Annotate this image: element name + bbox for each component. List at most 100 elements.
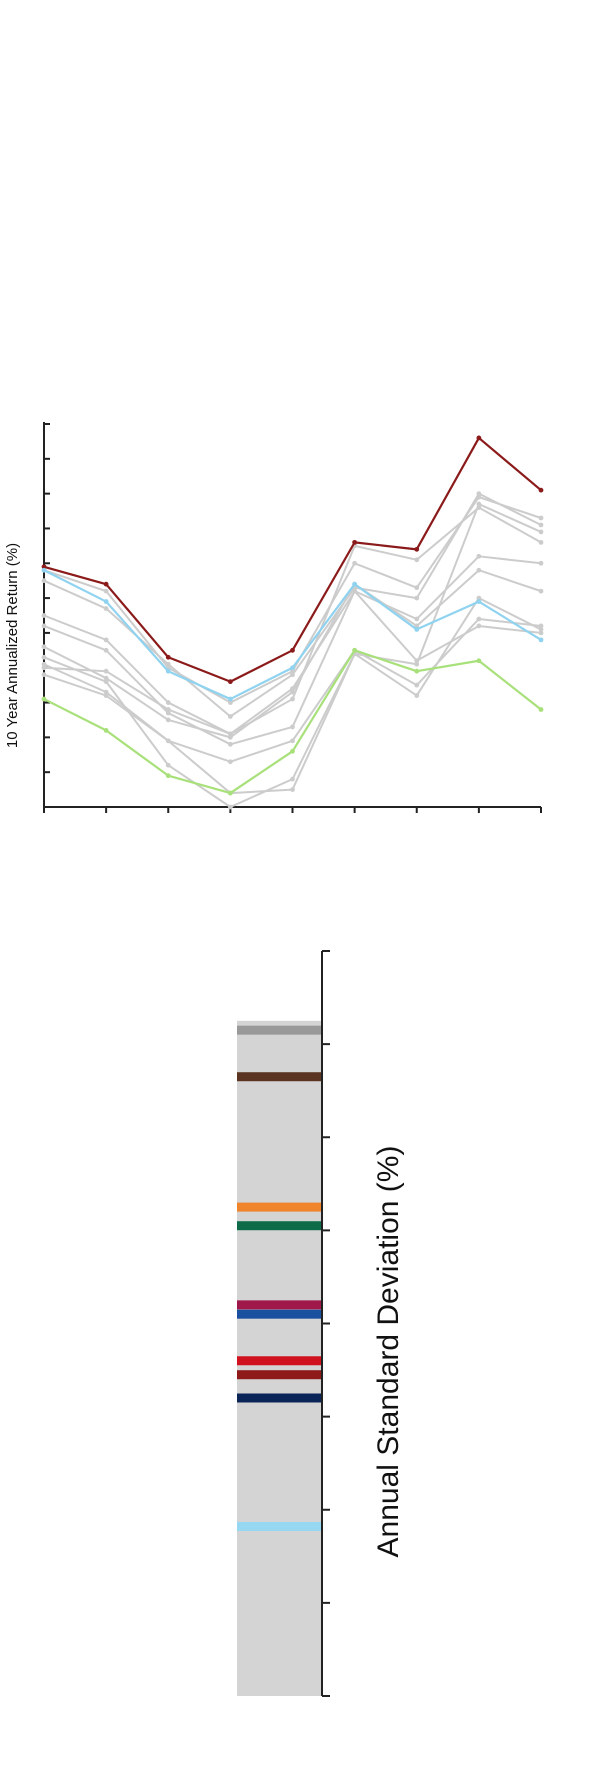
data-point (227, 700, 233, 705)
data-point (538, 539, 544, 545)
data-point (290, 787, 295, 792)
series-8 (41, 567, 544, 740)
data-point (103, 599, 109, 604)
data-point (227, 731, 233, 737)
data-point (476, 567, 482, 573)
return-line-chart: 10 Year Annualized Return (%) (4, 422, 544, 813)
data-point (414, 693, 420, 698)
strip-axis-label: Annual Standard Deviation (%) (372, 1146, 405, 1558)
data-point (41, 623, 47, 629)
data-point (414, 682, 420, 688)
data-point (165, 717, 171, 723)
strip-axis-ticks (322, 950, 330, 1697)
data-point (41, 567, 47, 573)
data-point (476, 501, 482, 507)
data-point (165, 654, 171, 660)
data-point (41, 665, 47, 671)
data-point (352, 581, 358, 587)
strip-marker-8 (237, 1370, 322, 1380)
series-line (43, 503, 542, 808)
data-point (165, 738, 171, 744)
data-point (227, 741, 233, 747)
data-point (538, 588, 544, 594)
data-point (290, 738, 295, 744)
data-point (538, 707, 544, 712)
strip-marker-3 (237, 1202, 322, 1212)
data-point (538, 515, 544, 521)
data-point (227, 734, 233, 740)
strip-marker-10 (237, 1522, 322, 1532)
data-point (352, 560, 358, 566)
data-point (165, 762, 171, 768)
strip-marker-9 (237, 1393, 322, 1403)
data-point (41, 578, 47, 584)
y-axis-label: 10 Year Annualized Return (%) (4, 543, 21, 748)
y-axis-ticks (44, 423, 50, 808)
data-point (103, 693, 109, 698)
data-point (103, 581, 109, 587)
strip-marker-4 (237, 1221, 322, 1231)
data-point (290, 724, 295, 730)
data-point (538, 623, 544, 629)
x-axis-ticks (43, 807, 542, 813)
data-point (41, 613, 47, 618)
data-point (476, 595, 482, 601)
series-lines (41, 435, 544, 810)
data-point (414, 616, 420, 622)
data-point (476, 491, 482, 497)
data-point (41, 644, 47, 650)
data-point (41, 672, 47, 678)
data-point (103, 606, 109, 611)
series-3 (41, 647, 544, 796)
data-point (165, 710, 171, 716)
series-1 (41, 435, 544, 685)
data-point (414, 627, 420, 632)
data-point (352, 588, 358, 594)
strip-markers (237, 1025, 322, 1532)
data-point (290, 776, 295, 782)
data-point (41, 564, 47, 570)
strip-marker-7 (237, 1356, 322, 1366)
series-2 (41, 567, 544, 702)
data-point (103, 637, 109, 643)
strip-marker-2 (237, 1072, 322, 1082)
data-point (103, 588, 109, 594)
data-point (352, 539, 358, 545)
data-point (476, 435, 482, 441)
data-point (41, 654, 47, 660)
data-point (290, 689, 295, 695)
data-point (290, 668, 295, 674)
data-point (290, 647, 295, 653)
data-point (165, 773, 171, 779)
data-point (538, 627, 544, 632)
data-point (414, 585, 420, 591)
data-point (165, 700, 171, 705)
data-point (165, 707, 171, 712)
data-point (165, 668, 171, 674)
data-point (290, 748, 295, 754)
data-point (103, 675, 109, 681)
data-point (476, 599, 482, 604)
data-point (103, 668, 109, 674)
data-point (290, 686, 295, 692)
data-point (103, 679, 109, 685)
data-point (227, 759, 233, 765)
series-5 (41, 494, 544, 705)
data-point (103, 728, 109, 733)
data-point (414, 557, 420, 563)
series-line (43, 436, 542, 683)
data-point (538, 522, 544, 528)
strip-marker-6 (237, 1309, 322, 1319)
data-point (476, 658, 482, 664)
data-point (227, 679, 233, 685)
data-point (414, 595, 420, 601)
data-point (103, 689, 109, 695)
data-point (227, 714, 233, 719)
data-point (290, 665, 295, 671)
data-point (352, 647, 358, 653)
series-11 (41, 501, 544, 810)
data-point (414, 546, 420, 552)
data-point (227, 696, 233, 702)
data-point (290, 696, 295, 702)
